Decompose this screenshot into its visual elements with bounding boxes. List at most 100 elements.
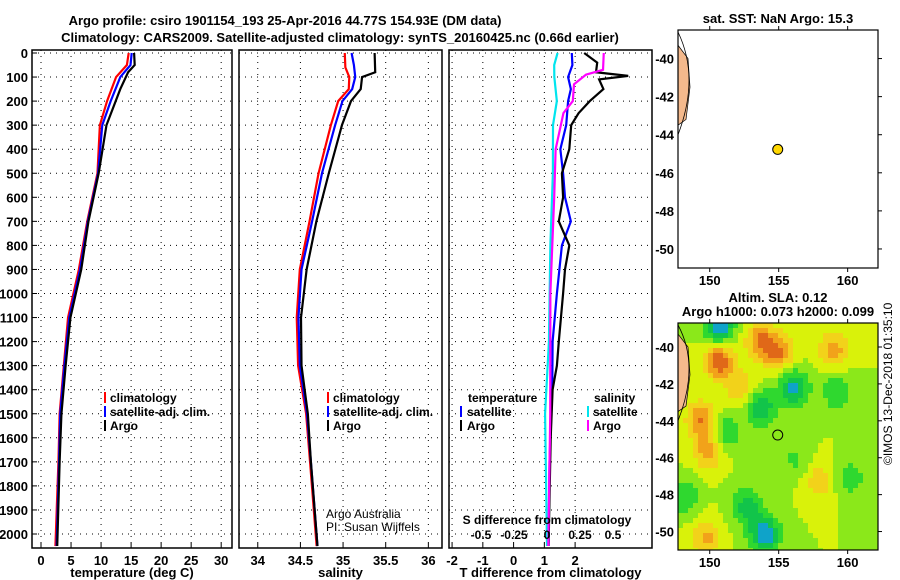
heatmap-cell	[758, 448, 763, 453]
heatmap-cell	[678, 493, 683, 498]
heatmap-cell	[783, 503, 788, 508]
heatmap-cell	[758, 473, 763, 478]
heatmap-cell	[828, 478, 833, 483]
heatmap-cell	[833, 403, 838, 408]
heatmap-cell	[833, 473, 838, 478]
heatmap-cell	[718, 433, 723, 438]
heatmap-cell	[698, 358, 703, 363]
heatmap-cell	[833, 338, 838, 343]
heatmap-cell	[718, 533, 723, 538]
heatmap-cell	[683, 498, 688, 503]
heatmap-cell	[688, 488, 693, 493]
heatmap-cell	[853, 368, 858, 373]
heatmap-cell	[748, 448, 753, 453]
heatmap-cell	[678, 513, 683, 518]
heatmap-cell	[828, 448, 833, 453]
heatmap-cell	[713, 433, 718, 438]
y-tick-label: 1100	[0, 311, 28, 326]
heatmap-cell	[768, 438, 773, 443]
heatmap-cell	[858, 408, 863, 413]
heatmap-cell	[768, 488, 773, 493]
heatmap-cell	[833, 353, 838, 358]
heatmap-cell	[828, 378, 833, 383]
heatmap-cell	[728, 403, 733, 408]
heatmap-cell	[768, 448, 773, 453]
heatmap-cell	[713, 468, 718, 473]
heatmap-cell	[813, 343, 818, 348]
heatmap-cell	[868, 453, 873, 458]
heatmap-cell	[768, 383, 773, 388]
heatmap-cell	[738, 433, 743, 438]
heatmap-cell	[758, 363, 763, 368]
heatmap-cell	[818, 523, 823, 528]
heatmap-cell	[853, 398, 858, 403]
heatmap-cell	[783, 498, 788, 503]
heatmap-cell	[783, 418, 788, 423]
heatmap-cell	[793, 323, 798, 328]
heatmap-cell	[848, 393, 853, 398]
heatmap-cell	[788, 453, 793, 458]
heatmap-cell	[783, 368, 788, 373]
heatmap-cell	[823, 403, 828, 408]
heatmap-cell	[768, 393, 773, 398]
heatmap-cell	[763, 548, 768, 550]
heatmap-cell	[813, 328, 818, 333]
heatmap-cell	[713, 518, 718, 523]
heatmap-cell	[808, 328, 813, 333]
heatmap-cell	[738, 538, 743, 543]
heatmap-cell	[768, 398, 773, 403]
heatmap-cell	[798, 493, 803, 498]
heatmap-cell	[853, 403, 858, 408]
heatmap-cell	[773, 393, 778, 398]
heatmap-cell	[873, 453, 878, 458]
heatmap-cell	[843, 323, 848, 328]
heatmap-cell	[848, 488, 853, 493]
x-tick-label: 2	[571, 553, 578, 568]
heatmap-cell	[793, 438, 798, 443]
heatmap-cell	[843, 338, 848, 343]
heatmap-cell	[693, 333, 698, 338]
heatmap-cell	[813, 398, 818, 403]
heatmap-cell	[693, 418, 698, 423]
heatmap-cell	[863, 518, 868, 523]
heatmap-cell	[758, 428, 763, 433]
heatmap-cell	[708, 393, 713, 398]
heatmap-cell	[708, 533, 713, 538]
heatmap-cell	[718, 413, 723, 418]
heatmap-cell	[778, 363, 783, 368]
heatmap-cell	[813, 403, 818, 408]
heatmap-cell	[793, 533, 798, 538]
heatmap-cell	[773, 468, 778, 473]
heatmap-cell	[723, 323, 728, 328]
heatmap-cell	[758, 518, 763, 523]
heatmap-cell	[778, 328, 783, 333]
heatmap-cell	[818, 508, 823, 513]
heatmap-cell	[758, 343, 763, 348]
heatmap-cell	[873, 383, 878, 388]
heatmap-cell	[708, 433, 713, 438]
heatmap-cell	[748, 413, 753, 418]
heatmap-cell	[758, 478, 763, 483]
heatmap-cell	[733, 323, 738, 328]
heatmap-cell	[753, 538, 758, 543]
heatmap-cell	[773, 483, 778, 488]
heatmap-cell	[773, 493, 778, 498]
heatmap-cell	[723, 333, 728, 338]
heatmap-cell	[873, 473, 878, 478]
heatmap-cell	[713, 323, 718, 328]
heatmap-cell	[708, 378, 713, 383]
heatmap-cell	[718, 463, 723, 468]
heatmap-cell	[828, 458, 833, 463]
heatmap-cell	[783, 423, 788, 428]
heatmap-cell	[748, 478, 753, 483]
heatmap-cell	[798, 423, 803, 428]
heatmap-cell	[738, 533, 743, 538]
heatmap-cell	[718, 438, 723, 443]
heatmap-cell	[838, 543, 843, 548]
heatmap-cell	[803, 503, 808, 508]
heatmap-cell	[788, 508, 793, 513]
heatmap-cell	[828, 538, 833, 543]
legend-label: Argo	[467, 419, 495, 433]
heatmap-cell	[793, 348, 798, 353]
heatmap-cell	[863, 468, 868, 473]
